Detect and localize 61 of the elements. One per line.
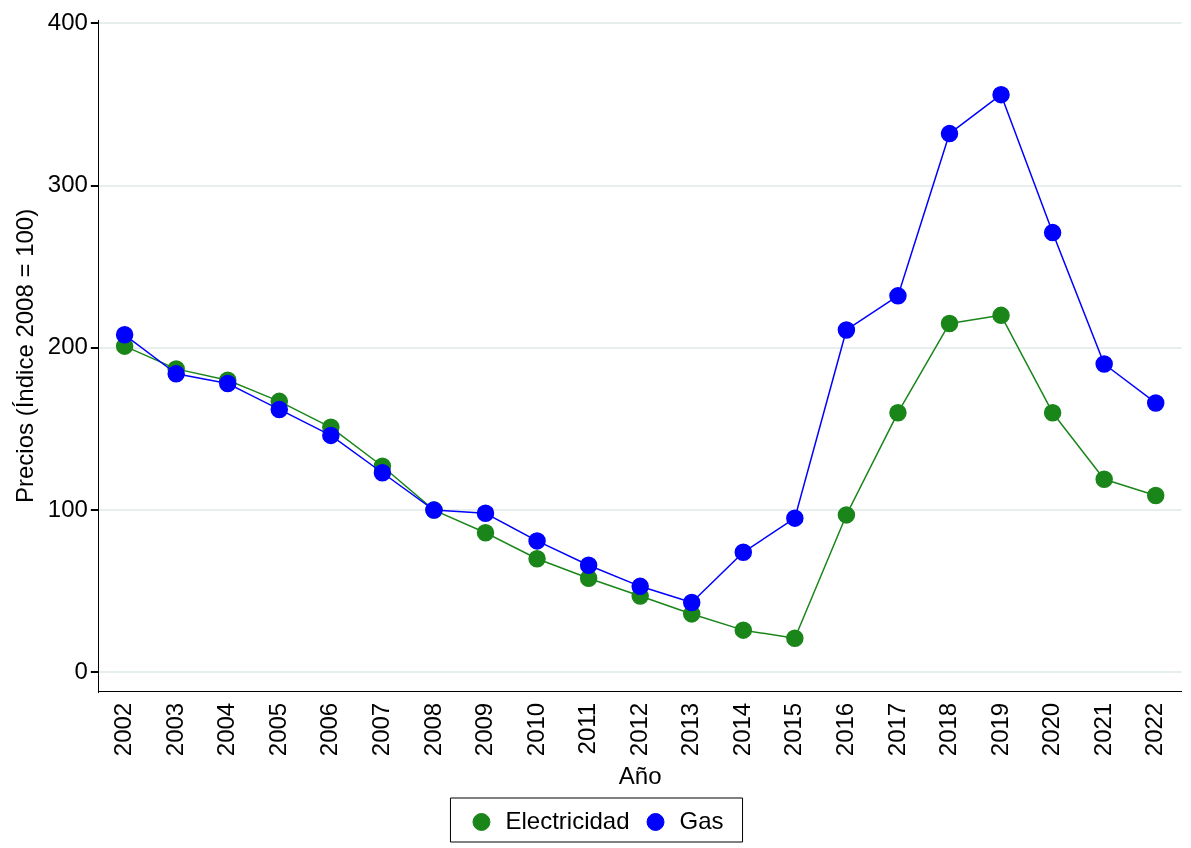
point (837, 506, 856, 524)
point (682, 593, 701, 612)
point (940, 314, 959, 333)
x-tick-label: 2009 (470, 702, 498, 757)
point (476, 524, 495, 542)
legend-label: Gas (679, 806, 724, 834)
x-tick-label: 2008 (418, 702, 446, 757)
x-tick-label: 2007 (367, 702, 395, 757)
x-tick-label: 2021 (1088, 702, 1116, 757)
point (734, 621, 753, 639)
x-tick-label: 2019 (985, 702, 1013, 757)
x-tick-label: 2016 (831, 702, 859, 757)
y-tick-label: 200 (47, 332, 88, 360)
x-tick-label: 2013 (676, 702, 704, 757)
point (889, 403, 907, 422)
point (476, 504, 495, 523)
x-tick-label: 2004 (212, 702, 240, 757)
legend-label: Electricidad (505, 806, 630, 834)
point (1043, 403, 1062, 422)
point (579, 556, 598, 574)
x-tick-label: 2011 (573, 702, 601, 755)
point (322, 426, 340, 445)
point (734, 543, 753, 562)
point (218, 374, 237, 393)
x-tick-label: 2006 (315, 702, 343, 757)
point (1095, 355, 1113, 373)
point (1146, 486, 1165, 505)
point (889, 287, 907, 305)
y-tick-label: 100 (47, 494, 88, 522)
point (167, 365, 185, 383)
y-tick-label: 400 (47, 7, 88, 35)
y-tick-label: 300 (47, 170, 88, 198)
x-tick-label: 2017 (882, 702, 910, 757)
x-tick-label: 2022 (1140, 702, 1168, 757)
point (940, 124, 959, 143)
point (631, 577, 649, 596)
point (992, 85, 1010, 104)
point (270, 400, 289, 419)
point (992, 306, 1010, 325)
x-tick-label: 2020 (1037, 702, 1065, 757)
x-tick-label: 2015 (779, 702, 807, 757)
point (786, 509, 804, 527)
point (115, 326, 134, 344)
point (528, 550, 546, 568)
y-tick-label: 0 (74, 656, 88, 684)
x-tick-label: 2012 (624, 702, 652, 757)
point (1043, 223, 1062, 242)
point (786, 629, 804, 648)
point (837, 321, 856, 339)
x-tick-label: 2002 (109, 702, 137, 757)
x-tick-label: 2018 (934, 702, 962, 757)
x-tick-label: 2003 (160, 702, 188, 757)
point (1095, 470, 1113, 488)
x-tick-label: 2010 (521, 702, 549, 757)
point (1146, 394, 1165, 412)
x-axis-title: Año (618, 762, 662, 790)
y-axis-title: Precios (Índice 2008 = 100) (11, 208, 39, 503)
point (373, 463, 392, 482)
point (528, 532, 546, 550)
x-tick-label: 2014 (727, 702, 755, 757)
x-tick-label: 2005 (263, 702, 291, 757)
